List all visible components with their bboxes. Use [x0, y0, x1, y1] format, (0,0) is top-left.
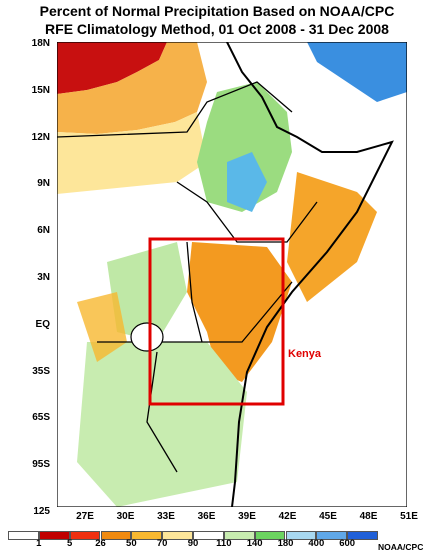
- legend-swatch: [347, 531, 378, 540]
- credit-label: NOAA/CPC: [378, 542, 424, 552]
- legend-label: 110: [216, 538, 232, 549]
- latitude-label: 9N: [37, 178, 50, 190]
- latitude-label: 12N: [31, 131, 50, 143]
- legend-swatch: [100, 531, 132, 540]
- lake-victoria: [130, 322, 164, 352]
- longitude-label: 33E: [157, 511, 175, 522]
- longitude-label: 30E: [116, 511, 135, 522]
- longitude-label: 42E: [278, 511, 297, 522]
- map-title-line-1: Percent of Normal Precipitation Based on…: [39, 3, 395, 19]
- latitude-label: 3N: [37, 272, 50, 283]
- latitude-label: 95S: [32, 459, 50, 471]
- latitude-label: 125: [33, 506, 50, 517]
- legend-label: 400: [308, 538, 325, 549]
- dry-somalia: [287, 172, 377, 302]
- legend-swatch: [131, 531, 163, 540]
- legend-swatch: [316, 531, 348, 540]
- legend-label: 26: [95, 538, 106, 549]
- longitude-label: 45E: [319, 511, 337, 522]
- kenya-label: Kenya: [288, 348, 322, 360]
- precipitation-map: [57, 42, 407, 507]
- latitude-label: EQ: [35, 318, 50, 330]
- green-uganda: [107, 242, 187, 342]
- longitude-label: 36E: [197, 511, 216, 522]
- legend-label: 70: [156, 538, 168, 549]
- coastline: [226, 42, 394, 507]
- longitude-label: 48E: [359, 511, 378, 522]
- legend-swatch: [223, 531, 255, 540]
- wet-green-ethiopia: [197, 82, 292, 212]
- legend-label: 140: [246, 538, 263, 549]
- kenya-highlight-box: [148, 237, 285, 406]
- deficit-red-north: [57, 42, 167, 94]
- longitude-label: 39E: [238, 511, 256, 522]
- map-title-line-2: RFE Climatology Method, 01 Oct 2008 - 31…: [45, 21, 389, 37]
- latitude-label: 15N: [31, 84, 50, 96]
- legend-swatch: [38, 531, 70, 540]
- longitude-label: 27E: [76, 511, 94, 522]
- legend-label: 1: [36, 538, 42, 549]
- legend-swatch: [162, 531, 193, 540]
- green-tanzania: [77, 342, 247, 507]
- longitude-label: 51E: [400, 511, 418, 522]
- dry-kenya: [187, 242, 292, 382]
- latitude-label: 6N: [37, 225, 50, 237]
- latitude-label: 18N: [31, 38, 50, 49]
- orange-tanzania: [77, 292, 127, 362]
- latitude-label: 35S: [32, 365, 50, 377]
- latitude-label: 65S: [32, 412, 50, 424]
- legend-label: 50: [126, 538, 137, 549]
- wet-blue-ethiopia: [227, 152, 267, 212]
- legend-swatch: [285, 531, 317, 540]
- country-borders: [57, 81, 318, 473]
- wet-blue-eritrea: [307, 42, 407, 102]
- legend-label: 180: [277, 538, 294, 549]
- legend-swatch: [8, 531, 39, 540]
- legend-label: 5: [67, 538, 73, 549]
- legend-swatch: [193, 531, 224, 540]
- legend-label: 600: [339, 538, 356, 549]
- legend-label: 90: [187, 538, 199, 549]
- legend-swatch: [254, 531, 286, 540]
- deficit-orange-sudan: [57, 42, 207, 134]
- legend-swatch: [69, 531, 101, 540]
